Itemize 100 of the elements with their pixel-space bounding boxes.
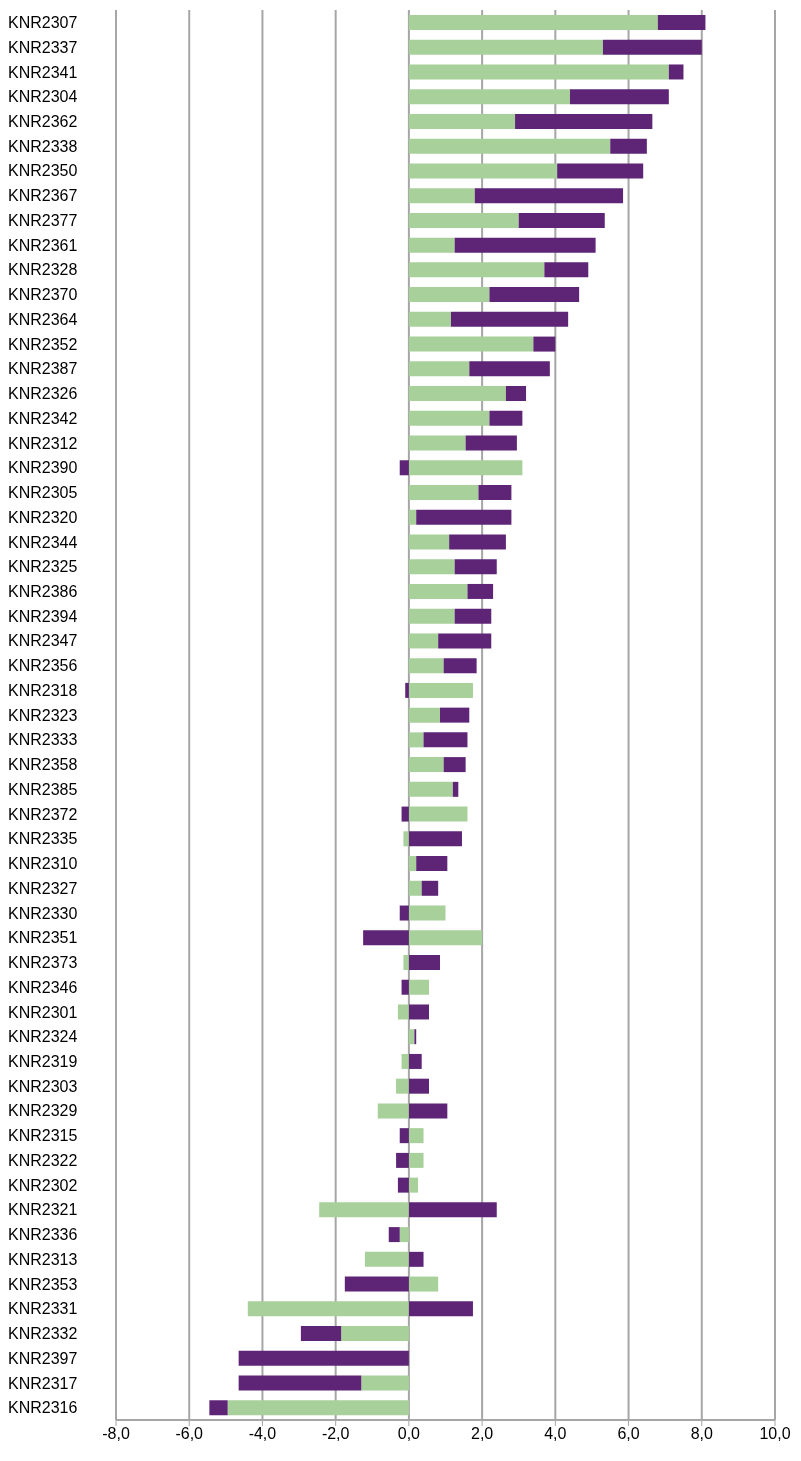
y-tick-label: KNR2317 bbox=[8, 1374, 78, 1392]
bar bbox=[443, 757, 466, 773]
y-tick-label: KNR2377 bbox=[8, 211, 78, 229]
y-tick-label: KNR2319 bbox=[8, 1053, 78, 1070]
bar bbox=[377, 1103, 409, 1119]
bar bbox=[238, 1350, 409, 1366]
bar bbox=[408, 410, 490, 426]
bar bbox=[408, 1078, 430, 1094]
bar bbox=[408, 608, 455, 624]
bar bbox=[440, 707, 470, 723]
y-tick-label: KNR2356 bbox=[8, 657, 78, 675]
bar bbox=[408, 979, 430, 995]
x-tick-label: -4,0 bbox=[248, 1425, 277, 1443]
bar bbox=[238, 1375, 362, 1391]
bar bbox=[399, 1128, 409, 1144]
y-tick-label: KNR2364 bbox=[8, 310, 78, 328]
bar bbox=[396, 1152, 409, 1168]
bar bbox=[399, 460, 409, 476]
bar bbox=[408, 212, 519, 228]
bar bbox=[408, 460, 523, 476]
bar bbox=[408, 1177, 419, 1193]
bar bbox=[403, 955, 409, 970]
y-tick-label: KNR2347 bbox=[8, 632, 78, 650]
bar bbox=[408, 856, 417, 872]
y-tick-label: KNR2342 bbox=[8, 409, 78, 427]
bar bbox=[505, 386, 527, 402]
y-tick-label: KNR2397 bbox=[8, 1349, 78, 1367]
x-tick-label: 0,0 bbox=[397, 1425, 421, 1443]
y-tick-label: KNR2321 bbox=[8, 1201, 78, 1219]
bar bbox=[408, 163, 558, 179]
y-tick-label: KNR2310 bbox=[8, 855, 78, 873]
y-tick-label: KNR2358 bbox=[8, 756, 78, 774]
y-tick-label: KNR2329 bbox=[8, 1102, 78, 1120]
bar bbox=[363, 930, 409, 946]
x-tick-label: 10,0 bbox=[759, 1425, 791, 1443]
bar bbox=[408, 534, 450, 550]
y-tick-label: KNR2313 bbox=[8, 1250, 78, 1268]
y-tick-label: KNR2390 bbox=[8, 459, 78, 477]
bar bbox=[408, 707, 441, 723]
y-tick-label: KNR2346 bbox=[8, 978, 78, 996]
bar bbox=[408, 806, 468, 822]
y-tick-label: KNR2320 bbox=[8, 508, 78, 526]
bar bbox=[408, 1276, 439, 1292]
bar bbox=[408, 336, 534, 352]
bar bbox=[408, 262, 545, 278]
bar bbox=[319, 1202, 409, 1218]
y-tick-label: KNR2307 bbox=[8, 14, 78, 32]
bar bbox=[454, 237, 596, 253]
bar bbox=[657, 15, 706, 30]
bar bbox=[478, 485, 512, 500]
y-tick-label: KNR2324 bbox=[8, 1028, 78, 1046]
bar bbox=[408, 1152, 424, 1168]
bar bbox=[668, 64, 684, 80]
bar bbox=[454, 608, 492, 624]
bar bbox=[610, 138, 647, 154]
bar bbox=[341, 1326, 409, 1342]
bar bbox=[227, 1400, 409, 1416]
bar bbox=[408, 955, 441, 970]
bar bbox=[247, 1301, 409, 1317]
bar bbox=[449, 534, 506, 550]
bar bbox=[408, 311, 451, 327]
bar bbox=[399, 905, 409, 921]
bar bbox=[408, 39, 603, 55]
bar bbox=[408, 188, 475, 204]
bar bbox=[364, 1251, 409, 1267]
bar bbox=[408, 1053, 422, 1069]
bar bbox=[416, 509, 512, 525]
x-tick-label: -6,0 bbox=[175, 1425, 204, 1443]
bar bbox=[405, 682, 409, 698]
bar bbox=[396, 1078, 409, 1094]
x-tick-label: -8,0 bbox=[102, 1425, 130, 1443]
y-tick-label: KNR2318 bbox=[8, 681, 78, 699]
y-tick-label: KNR2387 bbox=[8, 360, 78, 378]
bar bbox=[515, 113, 653, 129]
y-tick-label: KNR2303 bbox=[8, 1077, 78, 1095]
y-tick-label: KNR2335 bbox=[8, 830, 78, 848]
bar bbox=[489, 410, 523, 426]
bar bbox=[421, 880, 439, 896]
y-tick-label: KNR2323 bbox=[8, 706, 78, 724]
bar bbox=[209, 1400, 228, 1416]
bar bbox=[408, 682, 473, 698]
bar bbox=[408, 113, 516, 129]
bar bbox=[408, 361, 470, 377]
y-tick-label: KNR2373 bbox=[8, 954, 78, 972]
bar bbox=[408, 386, 506, 402]
bar bbox=[408, 583, 468, 599]
y-tick-label: KNR2352 bbox=[8, 335, 78, 353]
bar bbox=[408, 831, 462, 847]
bar bbox=[544, 262, 589, 278]
y-tick-label: KNR2351 bbox=[8, 929, 78, 947]
y-tick-label: KNR2344 bbox=[8, 533, 78, 551]
y-tick-label: KNR2327 bbox=[8, 879, 78, 897]
bar bbox=[467, 583, 494, 599]
y-tick-label: KNR2370 bbox=[8, 286, 78, 304]
x-tick-label: 2,0 bbox=[470, 1425, 494, 1443]
y-tick-label: KNR2328 bbox=[8, 261, 78, 279]
y-tick-label: KNR2367 bbox=[8, 187, 78, 205]
y-tick-label: KNR2394 bbox=[8, 607, 78, 625]
bar bbox=[518, 212, 605, 228]
bar bbox=[344, 1276, 409, 1292]
